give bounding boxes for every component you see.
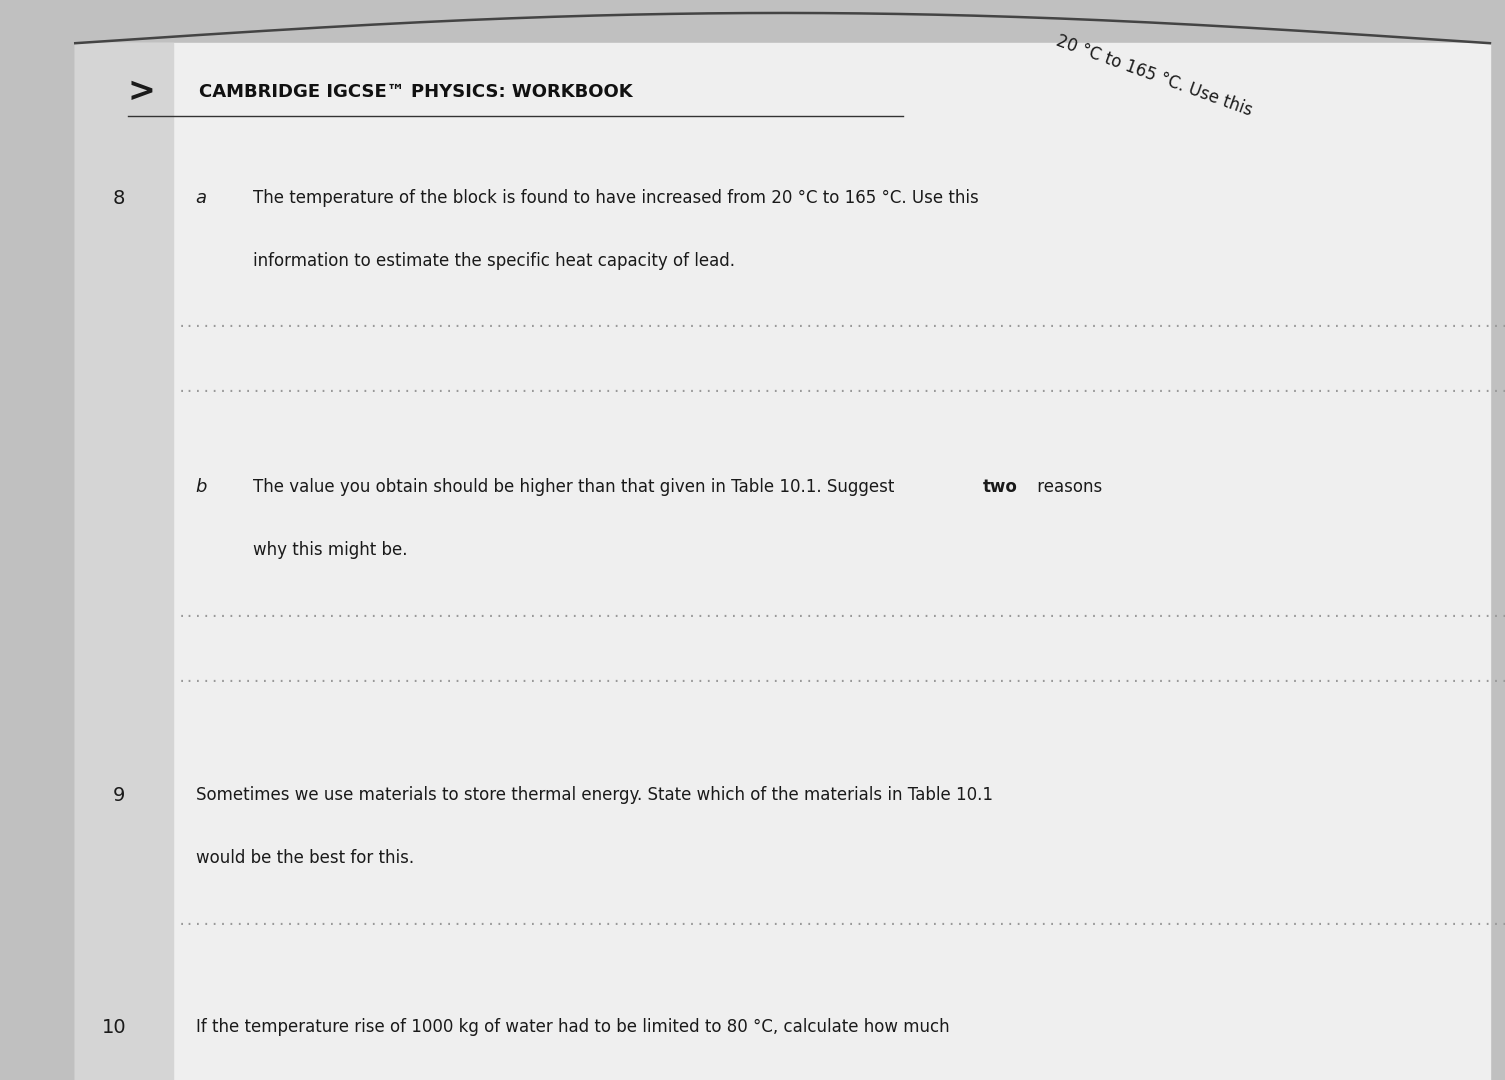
Text: ................................................................................: ........................................… (178, 316, 1505, 330)
Text: why this might be.: why this might be. (253, 541, 408, 559)
Text: If the temperature rise of 1000 kg of water had to be limited to 80 °C, calculat: If the temperature rise of 1000 kg of wa… (196, 1018, 950, 1037)
Text: ................................................................................: ........................................… (178, 381, 1505, 395)
Text: >: > (128, 76, 157, 108)
Text: ................................................................................: ........................................… (178, 606, 1505, 620)
Text: 9: 9 (113, 786, 125, 806)
Text: 8: 8 (113, 189, 125, 208)
Polygon shape (75, 43, 1490, 1080)
Polygon shape (75, 43, 173, 1080)
Text: The value you obtain should be higher than that given in Table 10.1. Suggest: The value you obtain should be higher th… (253, 478, 900, 497)
Text: information to estimate the specific heat capacity of lead.: information to estimate the specific hea… (253, 252, 734, 270)
Text: ................................................................................: ........................................… (178, 671, 1505, 685)
Text: would be the best for this.: would be the best for this. (196, 849, 414, 867)
Text: CAMBRIDGE IGCSE™ PHYSICS: WORKBOOK: CAMBRIDGE IGCSE™ PHYSICS: WORKBOOK (199, 83, 632, 100)
Text: reasons: reasons (1032, 478, 1103, 497)
Text: Sometimes we use materials to store thermal energy. State which of the materials: Sometimes we use materials to store ther… (196, 786, 993, 805)
Text: two: two (983, 478, 1017, 497)
Text: 20 °C to 165 °C. Use this: 20 °C to 165 °C. Use this (1054, 31, 1255, 120)
Text: b: b (196, 478, 208, 497)
Text: a: a (196, 189, 206, 207)
Text: The temperature of the block is found to have increased from 20 °C to 165 °C. Us: The temperature of the block is found to… (253, 189, 978, 207)
Text: 10: 10 (102, 1018, 126, 1038)
Text: ................................................................................: ........................................… (178, 914, 1505, 928)
